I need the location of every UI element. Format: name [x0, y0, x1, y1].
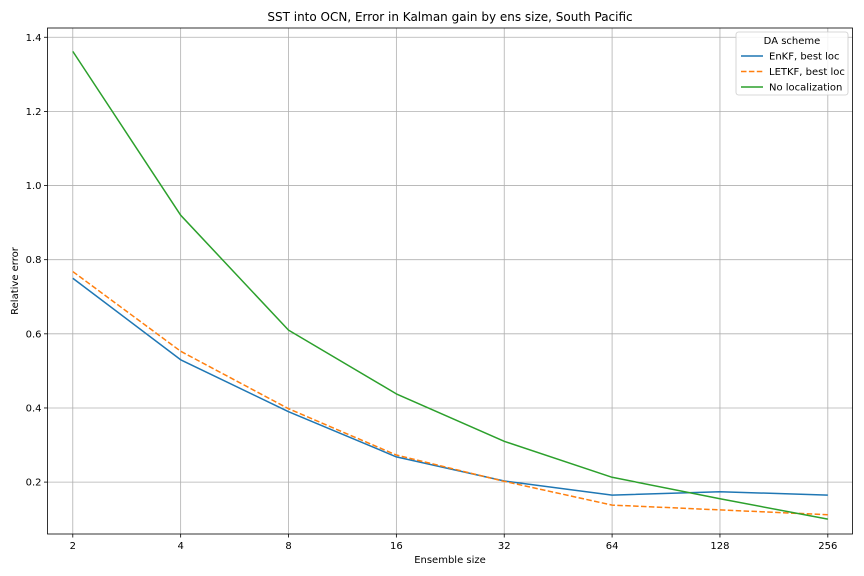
- legend-label: EnKF, best loc: [769, 52, 840, 63]
- grid: [47, 28, 853, 534]
- series-line: [72, 270, 828, 516]
- x-tick-label: 256: [818, 541, 837, 552]
- y-tick-label: 1.4: [26, 33, 42, 44]
- y-axis-label: Relative error: [10, 246, 21, 315]
- y-tick-label: 0.2: [26, 478, 42, 489]
- series-line: [72, 50, 828, 520]
- legend: DA scheme EnKF, best loc LETKF, best loc No…: [735, 31, 849, 96]
- y-tick-label: 0.4: [26, 403, 42, 414]
- x-axis-label: Ensemble size: [414, 555, 486, 566]
- legend-title: DA scheme: [764, 36, 821, 47]
- x-tick-label: 8: [285, 541, 291, 552]
- legend-label: LETKF, best loc: [769, 67, 845, 78]
- y-tick-label: 1.2: [26, 107, 42, 118]
- y-tick-label: 0.6: [26, 329, 42, 340]
- x-tick-label: 4: [177, 541, 183, 552]
- legend-box: [735, 31, 849, 96]
- x-tick-label: 16: [390, 541, 403, 552]
- series-layer: [72, 50, 828, 520]
- y-tick-label: 1.0: [26, 181, 42, 192]
- x-tick-label: 128: [710, 541, 729, 552]
- plot-frame: [47, 27, 853, 535]
- x-tick-label: 2: [70, 541, 76, 552]
- x-tick-label: 32: [498, 541, 511, 552]
- chart-title: SST into OCN, Error in Kalman gain by en…: [267, 10, 632, 24]
- x-tick-label: 64: [606, 541, 619, 552]
- legend-label: No localization: [769, 83, 842, 94]
- x-ticks: 2 4 8 16 32 64 128 256: [70, 534, 837, 552]
- y-ticks: 0.2 0.4 0.6 0.8 1.0 1.2 1.4: [26, 33, 48, 489]
- y-tick-label: 0.8: [26, 255, 42, 266]
